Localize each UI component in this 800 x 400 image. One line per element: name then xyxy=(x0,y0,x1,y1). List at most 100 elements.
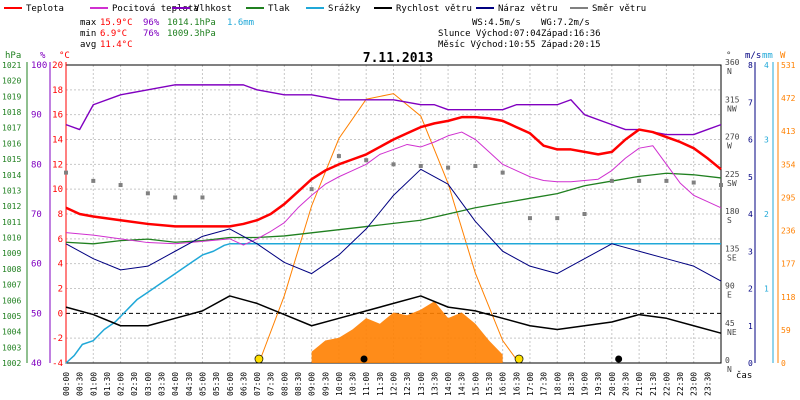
legend-label: Pocitová teplota xyxy=(112,4,199,14)
direction-tick-cardinal: S xyxy=(727,216,732,225)
time-tick-label: 05:30 xyxy=(212,372,221,396)
celsius-tick-label: 4 xyxy=(58,260,63,270)
hpa-tick-label: 1003 xyxy=(2,343,21,352)
humidity-line xyxy=(65,84,722,136)
direction-tick-cardinal: NE xyxy=(727,328,737,337)
direction-tick-cardinal: SE xyxy=(727,253,737,262)
time-tick-label: 18:00 xyxy=(553,372,562,396)
celsius-tick-label: 2 xyxy=(58,285,63,295)
time-tick-label: 09:00 xyxy=(308,372,317,396)
hpa-tick-label: 1006 xyxy=(2,296,21,305)
ms-tick-label: 7 xyxy=(748,98,753,107)
time-tick-label: 20:00 xyxy=(608,372,617,396)
time-tick-label: 22:00 xyxy=(662,372,671,396)
stats-min-press: 1009.3hPa xyxy=(167,29,216,39)
wind-direction-point xyxy=(719,183,723,188)
tick-labels: 20181614121086420-2-41021102010191018101… xyxy=(2,58,796,396)
stats-avg-label: avg xyxy=(80,40,96,50)
wind-speed-line xyxy=(65,295,722,334)
hpa-tick-label: 1018 xyxy=(2,108,21,117)
time-tick-label: 11:30 xyxy=(376,372,385,396)
direction-tick-value: 0 xyxy=(725,356,730,365)
ms-tick-label: 1 xyxy=(748,322,753,331)
hpa-tick-label: 1015 xyxy=(2,155,21,164)
time-tick-label: 08:30 xyxy=(294,372,303,396)
hpa-tick-label: 1019 xyxy=(2,92,21,101)
time-tick-label: 13:00 xyxy=(417,372,426,396)
w-tick-label: 236 xyxy=(781,227,796,236)
direction-tick-cardinal: N xyxy=(727,365,732,374)
time-tick-label: 14:30 xyxy=(458,372,467,396)
pct-tick-label: 70 xyxy=(31,210,42,220)
time-tick-label: 19:00 xyxy=(581,372,590,396)
celsius-unit-label: °C xyxy=(59,51,70,61)
wind-direction-point xyxy=(473,163,478,168)
hpa-tick-label: 1016 xyxy=(2,139,21,148)
ms-tick-label: 2 xyxy=(748,285,753,294)
sun-marker xyxy=(514,354,524,364)
time-tick-label: 22:30 xyxy=(676,372,685,396)
legend-label: Teplota xyxy=(26,4,64,14)
wind-gust-line xyxy=(65,168,722,282)
celsius-tick-label: 0 xyxy=(58,309,63,319)
hpa-tick-label: 1021 xyxy=(2,61,21,70)
time-tick-label: 10:00 xyxy=(335,372,344,396)
time-tick-label: 03:00 xyxy=(144,372,153,396)
time-tick-label: 04:00 xyxy=(171,372,180,396)
temperature-line xyxy=(65,115,722,228)
wind-direction-point xyxy=(418,163,423,168)
direction-tick-value: 45 xyxy=(725,319,735,328)
wind-direction-point xyxy=(336,154,341,159)
degree-unit-label: ° xyxy=(726,51,731,61)
rain-line xyxy=(65,243,721,364)
legend-label: Rychlost větru xyxy=(396,4,472,14)
hpa-tick-label: 1010 xyxy=(2,234,21,243)
ms-tick-label: 3 xyxy=(748,247,753,256)
time-tick-label: 00:30 xyxy=(76,372,85,396)
moonset-text: Západ:20:15 xyxy=(541,40,601,50)
time-tick-label: 05:00 xyxy=(198,372,207,396)
legend-label: Tlak xyxy=(268,4,290,14)
wind-direction-point xyxy=(309,187,314,192)
w-tick-label: 472 xyxy=(781,94,796,103)
time-tick-label: 01:00 xyxy=(89,372,98,396)
wind-direction-point xyxy=(391,162,396,167)
direction-tick-cardinal: E xyxy=(727,291,732,300)
ms-unit-label: m/s xyxy=(745,51,761,61)
chart-title: 7.11.2013 xyxy=(363,51,433,66)
direction-tick-value: 315 xyxy=(725,95,740,104)
ms-tick-label: 0 xyxy=(748,359,753,368)
axis-units: hPa % °C ° m/s mm W čas xyxy=(5,51,786,381)
legend-label: Náraz větru xyxy=(498,4,558,14)
time-tick-label: 12:30 xyxy=(403,372,412,396)
wind-gust-stat: WG:7.2m/s xyxy=(541,18,590,28)
stats-min-label: min xyxy=(80,29,96,39)
celsius-tick-label: 6 xyxy=(58,235,63,245)
astro-block: WS:4.5m/s WG:7.2m/s Slunce Východ:07:04 … xyxy=(438,18,601,50)
hpa-tick-label: 1012 xyxy=(2,202,21,211)
time-tick-label: 21:00 xyxy=(635,372,644,396)
hpa-tick-label: 1004 xyxy=(2,328,21,337)
time-tick-label: 12:00 xyxy=(390,372,399,396)
wind-direction-point xyxy=(609,178,614,183)
time-tick-label: 21:30 xyxy=(649,372,658,396)
mm-tick-label: 3 xyxy=(764,136,769,145)
direction-tick-value: 225 xyxy=(725,170,740,179)
stats-avg-temp: 11.4°C xyxy=(100,40,133,50)
legend-item-tlak: Tlak xyxy=(246,4,290,14)
legend-item-pocitova: Pocitová teplota xyxy=(90,4,199,14)
w-tick-label: 59 xyxy=(781,326,791,335)
legend-item-teplota: Teplota xyxy=(4,4,64,14)
pct-tick-label: 100 xyxy=(31,61,47,71)
celsius-tick-label: -4 xyxy=(52,359,63,369)
mm-tick-label: 1 xyxy=(764,285,769,294)
celsius-tick-label: 18 xyxy=(52,86,63,96)
hpa-tick-label: 1017 xyxy=(2,124,21,133)
hpa-tick-label: 1020 xyxy=(2,77,21,86)
ms-tick-label: 5 xyxy=(748,173,753,182)
sunset-text: Západ:16:36 xyxy=(541,29,601,39)
wind-direction-point xyxy=(91,178,96,183)
wind-direction-point xyxy=(555,216,560,221)
solar-area xyxy=(311,301,503,363)
